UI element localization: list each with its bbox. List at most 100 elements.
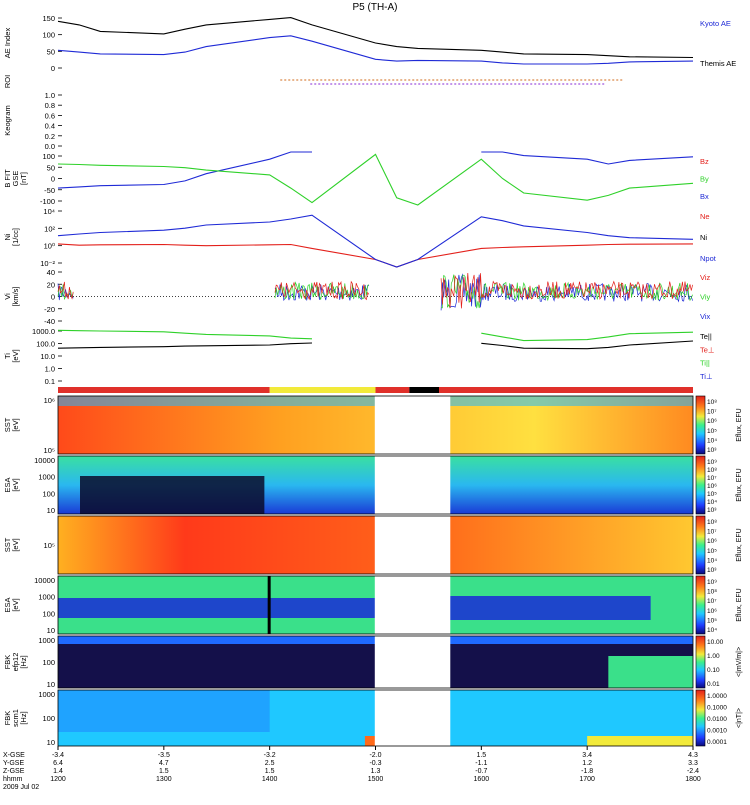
legend-entry: Ti⊥ [700,372,713,381]
y-tick-label: 1000.0 [32,327,55,336]
y-tick-label: 10⁵ [44,541,55,550]
legend-entry: Te|| [700,332,712,341]
x-tick-label: 1300 [156,776,172,783]
series-line-bx [57,151,694,189]
colorbar-tick-label: 10⁷ [707,529,717,536]
panel-ylabel: efp12 [11,653,20,672]
x-tick-label: 2.5 [265,760,275,767]
colorbar [695,395,706,455]
spectrogram-frame [57,515,694,575]
y-tick-label: -20 [44,305,55,314]
y-tick-label: -100 [40,197,55,206]
panel-roi: ROI [3,75,693,88]
y-tick-label: 100 [42,658,55,667]
y-tick-label: -40 [44,317,55,326]
spectrogram-frame [57,455,694,515]
panel-bfit: B FIT GSE [nT] 100 50 0 -50 -100 Bz By Bx [3,152,709,206]
legend-entry: Viz [700,273,711,282]
x-tick-label: 1700 [579,776,595,783]
x-axis-row-label: 2009 Jul 02 [3,784,39,791]
colorbar-tick-label: 10.00 [707,639,724,646]
panel-ylabel: ROI [3,75,12,88]
panel-ylabel: [eV] [11,349,20,362]
colorbar-label: <|nT|> [736,708,743,728]
spectrogram-frame [57,395,694,455]
colorbar-tick-label: 10⁶ [707,483,717,490]
y-tick-label: 10⁶ [44,396,55,405]
colorbar-tick-label: 0.0100 [707,716,727,723]
y-tick-label: 100 [42,609,55,618]
series-line-npot [57,214,694,268]
legend-entry: Themis AE [700,59,736,68]
spectrogram-fbk_b [57,689,694,747]
plot-title: P5 (TH-A) [353,2,398,13]
x-tick-label: -2.4 [687,768,699,775]
y-tick-label: 1000 [38,473,55,482]
colorbar-tick-label: 10⁵ [707,428,717,435]
vi-series-trace [440,272,693,309]
y-tick-label: 0.0 [45,142,55,151]
legend-entry: Ne [700,212,710,221]
x-tick-label: 3.3 [688,760,698,767]
ion-band-right [449,596,651,620]
panel-ylabel: B FIT [3,169,12,188]
y-tick-label: 100 [42,152,55,161]
colorbar-tick-label: 10⁴ [707,437,717,444]
colorbar-tick-label: 0.10 [707,667,720,674]
panel-sst_i: SST [eV] 10⁵ 10⁸ 10⁷ 10⁶ 10⁵ 10⁴ 10³ Eflux, EFU [3,515,743,575]
x-tick-label: -2.0 [369,752,381,759]
x-tick-label: -3.2 [264,752,276,759]
data-gap [374,396,451,454]
x-tick-label: 1.5 [159,768,169,775]
x-tick-label: -0.3 [369,760,381,767]
colorbar-tick-label: 0.0001 [707,739,727,746]
panel-ylabel: SST [3,537,12,552]
panel-ylabel: [nT] [19,172,28,185]
y-tick-label: 50 [47,47,55,56]
panel-ylabel: [Hz] [19,711,28,724]
panel-ylabel: [Hz] [19,655,28,668]
colorbar-tick-label: 10⁴ [707,557,717,564]
panel-bg [58,75,693,88]
series-line-ti [57,329,694,342]
colorbar-tick-label: 10⁵ [707,548,717,555]
panel-ylabel: [km/s] [11,287,20,307]
colorbar-tick-label: 10⁸ [707,589,717,596]
series-line-te [57,340,694,350]
colorbar-tick-label: 10⁵ [707,491,717,498]
data-gap [374,516,451,574]
data-gap [374,690,451,746]
series-line-themisae [57,17,694,59]
panel-esa_i: ESA [eV] 10000 1000 100 10 10⁹ 10⁸ 10⁷ 10⁶ 10⁵ 10⁴ E… [3,575,743,635]
ion-band-left [58,598,376,618]
legend-entry: Ni [700,233,707,242]
y-tick-label: 0.6 [45,111,55,120]
y-tick-label: 50 [47,163,55,172]
panel-ylabel: FBK [3,655,12,670]
legend-entry: Te⊥ [700,345,715,354]
y-tick-label: 100.0 [36,340,55,349]
low-freq-band [58,690,270,732]
data-gap [374,456,451,514]
x-tick-label: -1.1 [475,760,487,767]
x-axis-row-label: hhmm [3,776,23,783]
panel-ylabel: GSE [11,171,20,187]
colorbar-tick-label: 10⁷ [707,409,717,416]
spectrogram-frame [57,635,694,689]
panel-keogram: Keogram 1.00.80.6 0.40.20.0 [3,91,693,151]
y-tick-label: 150 [42,14,55,23]
panel-ylabel: Ti [3,353,12,359]
panel-bg [58,91,693,150]
colorbar-label: Eflux, EFU [736,408,743,441]
colorbar [695,635,706,689]
colorbar-tick-label: 10⁹ [707,459,717,466]
colorbar-tick-label: 10⁶ [707,418,717,425]
legend-entry: Npot [700,254,717,263]
x-tick-label: 1.5 [265,768,275,775]
colorbar-tick-label: 1.00 [707,653,720,660]
colorbar [695,689,706,747]
y-tick-label: 40 [47,268,55,277]
legend-entry: Viy [700,293,711,302]
x-tick-label: 1500 [368,776,384,783]
y-tick-label: 0 [51,175,55,184]
